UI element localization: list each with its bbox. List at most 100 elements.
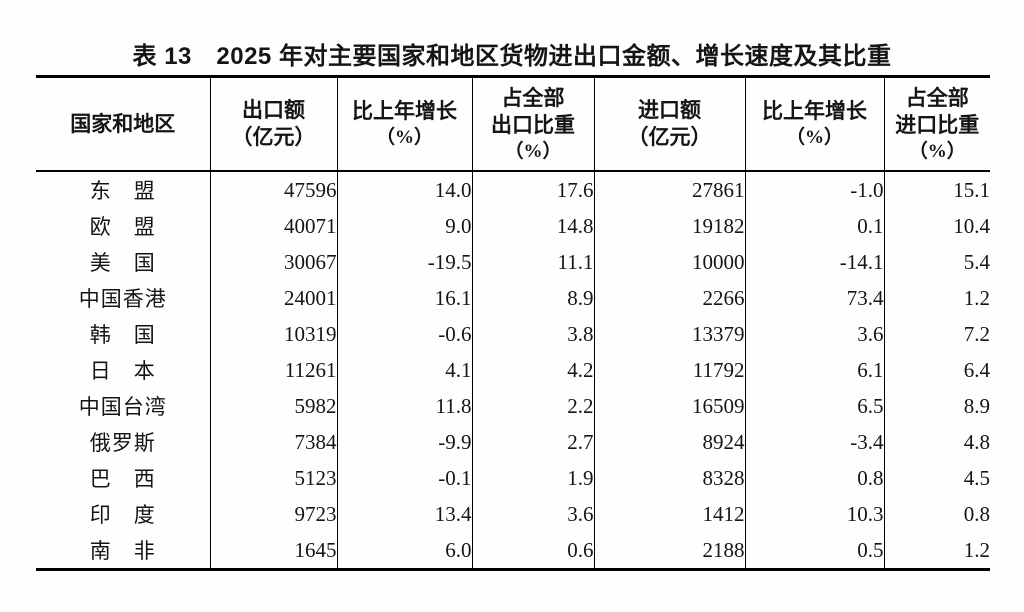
- region-cell: 俄罗斯: [89, 431, 156, 455]
- table-row: 南 非 1645 6.0 0.6 2188 0.5 1.2: [36, 532, 990, 570]
- import-growth-cell: -1.0: [744, 171, 884, 208]
- export-growth-cell: 6.0: [336, 532, 472, 570]
- table-row: 印 度 9723 13.4 3.6 1412 10.3 0.8: [36, 496, 990, 532]
- header-line: （%）: [375, 127, 433, 148]
- import-amount-cell: 19182: [593, 208, 745, 244]
- table-row: 欧 盟 40071 9.0 14.8 19182 0.1 10.4: [36, 208, 990, 244]
- export-share-cell: 4.2: [471, 352, 594, 388]
- export-share-cell: 17.6: [471, 171, 594, 208]
- header-export-growth: 比上年增长 （%）: [336, 76, 472, 172]
- header-export-share: 占全部 出口比重 （%）: [471, 76, 594, 172]
- export-share-cell: 0.6: [471, 532, 594, 570]
- header-line: 国家和地区: [70, 112, 176, 136]
- table-row: 俄罗斯 7384 -9.9 2.7 8924 -3.4 4.8: [36, 424, 990, 460]
- table-row: 中国台湾 5982 11.8 2.2 16509 6.5 8.9: [36, 388, 990, 424]
- import-amount-cell: 10000: [593, 244, 745, 280]
- region-cell: 东 盟: [89, 179, 156, 203]
- import-share-cell: 4.8: [883, 424, 990, 460]
- export-share-cell: 11.1: [471, 244, 594, 280]
- import-growth-cell: -14.1: [744, 244, 884, 280]
- export-amount-cell: 40071: [209, 208, 337, 244]
- table-row: 韩 国 10319 -0.6 3.8 13379 3.6 7.2: [36, 316, 990, 352]
- export-amount-cell: 5123: [209, 460, 337, 496]
- export-share-cell: 14.8: [471, 208, 594, 244]
- region-cell: 中国台湾: [78, 395, 167, 419]
- import-growth-cell: 0.8: [744, 460, 884, 496]
- import-share-cell: 4.5: [883, 460, 990, 496]
- region-cell: 印 度: [89, 503, 156, 527]
- header-export-amount: 出口额 （亿元）: [209, 76, 337, 172]
- import-growth-cell: 6.1: [744, 352, 884, 388]
- header-row: 国家和地区 出口额 （亿元） 比上年增长 （%） 占全部 出口比重 （%） 进口…: [36, 76, 990, 172]
- export-amount-cell: 24001: [209, 280, 337, 316]
- import-amount-cell: 1412: [593, 496, 745, 532]
- import-amount-cell: 2266: [593, 280, 745, 316]
- header-line: （亿元）: [231, 126, 316, 149]
- export-growth-cell: -0.1: [336, 460, 472, 496]
- export-amount-cell: 5982: [209, 388, 337, 424]
- header-line: （%）: [908, 140, 966, 162]
- import-share-cell: 1.2: [883, 532, 990, 570]
- export-growth-cell: -9.9: [336, 424, 472, 460]
- header-line: 进口比重: [895, 113, 980, 137]
- table-row: 东 盟 47596 14.0 17.6 27861 -1.0 15.1: [36, 171, 990, 208]
- export-amount-cell: 10319: [209, 316, 337, 352]
- header-import-growth: 比上年增长 （%）: [744, 76, 884, 172]
- import-growth-cell: 0.1: [744, 208, 884, 244]
- import-share-cell: 5.4: [883, 244, 990, 280]
- region-cell: 韩 国: [89, 323, 156, 347]
- table-title: 表 13 2025 年对主要国家和地区货物进出口金额、增长速度及其比重: [132, 43, 892, 70]
- import-amount-cell: 16509: [593, 388, 745, 424]
- export-share-cell: 3.6: [471, 496, 594, 532]
- header-line: 比上年增长: [762, 100, 867, 123]
- region-cell: 美 国: [89, 251, 156, 275]
- table-row: 巴 西 5123 -0.1 1.9 8328 0.8 4.5: [36, 460, 990, 496]
- export-share-cell: 2.7: [471, 424, 594, 460]
- header-line: （%）: [504, 140, 562, 162]
- import-amount-cell: 8328: [593, 460, 745, 496]
- export-growth-cell: 11.8: [336, 388, 472, 424]
- import-growth-cell: 10.3: [744, 496, 884, 532]
- header-import-amount: 进口额 （亿元）: [593, 76, 745, 172]
- header-line: 占全部: [905, 86, 969, 110]
- import-amount-cell: 13379: [593, 316, 745, 352]
- export-growth-cell: 4.1: [336, 352, 472, 388]
- export-growth-cell: 13.4: [336, 496, 472, 532]
- table-body: 东 盟 47596 14.0 17.6 27861 -1.0 15.1 欧 盟 40071 9.0…: [36, 171, 990, 570]
- export-amount-cell: 30067: [209, 244, 337, 280]
- export-share-cell: 8.9: [471, 280, 594, 316]
- export-growth-cell: 9.0: [336, 208, 472, 244]
- table-header: 国家和地区 出口额 （亿元） 比上年增长 （%） 占全部 出口比重 （%） 进口…: [36, 76, 990, 172]
- header-line: 出口额: [242, 99, 305, 122]
- trade-table: 国家和地区 出口额 （亿元） 比上年增长 （%） 占全部 出口比重 （%） 进口…: [36, 75, 990, 571]
- header-import-share: 占全部 进口比重 （%）: [883, 76, 990, 172]
- import-growth-cell: 73.4: [744, 280, 884, 316]
- export-growth-cell: 14.0: [336, 171, 472, 208]
- import-share-cell: 8.9: [883, 388, 990, 424]
- region-cell: 巴 西: [89, 467, 156, 491]
- export-growth-cell: 16.1: [336, 280, 472, 316]
- import-amount-cell: 2188: [593, 532, 745, 570]
- header-line: 占全部: [501, 86, 565, 110]
- import-amount-cell: 27861: [593, 171, 745, 208]
- export-amount-cell: 7384: [209, 424, 337, 460]
- header-line: 比上年增长: [352, 100, 457, 123]
- export-share-cell: 3.8: [471, 316, 594, 352]
- table-row: 日 本 11261 4.1 4.2 11792 6.1 6.4: [36, 352, 990, 388]
- region-cell: 南 非: [89, 539, 156, 563]
- import-share-cell: 1.2: [883, 280, 990, 316]
- export-share-cell: 2.2: [471, 388, 594, 424]
- header-line: 进口额: [638, 99, 701, 122]
- table-row: 美 国 30067 -19.5 11.1 10000 -14.1 5.4: [36, 244, 990, 280]
- import-amount-cell: 8924: [593, 424, 745, 460]
- header-line: 出口比重: [491, 113, 575, 137]
- export-amount-cell: 11261: [209, 352, 337, 388]
- import-share-cell: 6.4: [883, 352, 990, 388]
- region-cell: 欧 盟: [89, 215, 156, 239]
- import-growth-cell: 0.5: [744, 532, 884, 570]
- export-growth-cell: -19.5: [336, 244, 472, 280]
- header-line: （%）: [785, 127, 843, 148]
- import-growth-cell: 3.6: [744, 316, 884, 352]
- export-amount-cell: 1645: [209, 532, 337, 570]
